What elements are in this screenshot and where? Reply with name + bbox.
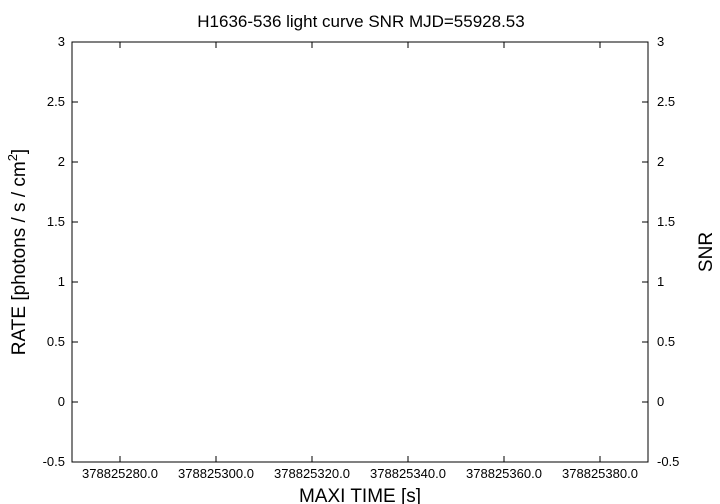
y-tick-label: -0.5 — [43, 454, 65, 469]
y-tick-label: 0.5 — [47, 334, 65, 349]
y-axis-label: RATE [photons / s / cm2] — [5, 149, 30, 355]
y2-tick-label: 0.5 — [657, 334, 675, 349]
y2-axis-label: SNR — [696, 232, 717, 272]
y-tick-label: 2.5 — [47, 94, 65, 109]
y2-tick-label: -0.5 — [657, 454, 679, 469]
y-axis-label-superscript: 2 — [5, 154, 20, 161]
x-tick-label: 378825360.0 — [466, 466, 542, 481]
y-axis-label-main: RATE [photons / s / cm — [9, 161, 30, 355]
y-tick-label: 2 — [58, 154, 65, 169]
y2-tick-label: 2.5 — [657, 94, 675, 109]
y-tick-label: 0 — [58, 394, 65, 409]
y2-tick-label: 0 — [657, 394, 664, 409]
axes: 378825280.0 378825300.0 378825320.0 3788253… — [43, 34, 680, 481]
y-tick-label: 1.5 — [47, 214, 65, 229]
y-tick-label: 3 — [58, 34, 65, 49]
y-axis-label-close: ] — [9, 149, 30, 154]
x-axis-label: MAXI TIME [s] — [299, 486, 421, 504]
x-tick-label: 378825280.0 — [82, 466, 158, 481]
x-tick-label: 378825380.0 — [562, 466, 638, 481]
x-tick-label: 378825320.0 — [274, 466, 350, 481]
chart-title: H1636-536 light curve SNR MJD=55928.53 — [197, 12, 524, 31]
y-tick-label: 1 — [58, 274, 65, 289]
plot-frame — [71, 41, 649, 463]
y2-tick-label: 2 — [657, 154, 664, 169]
y2-tick-label: 1.5 — [657, 214, 675, 229]
x-tick-label: 378825300.0 — [178, 466, 254, 481]
x-tick-label: 378825340.0 — [370, 466, 446, 481]
y2-tick-label: 1 — [657, 274, 664, 289]
y2-tick-label: 3 — [657, 34, 664, 49]
